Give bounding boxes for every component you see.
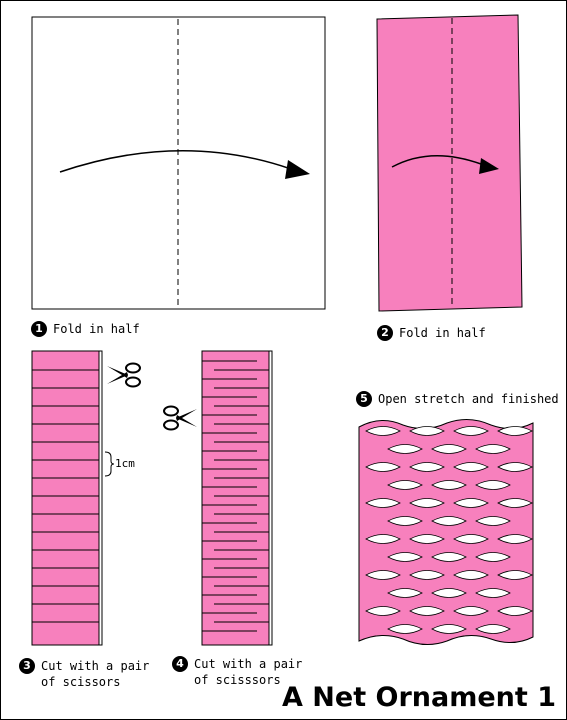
net-hole: [387, 480, 423, 490]
net-hole: [387, 516, 423, 526]
net-hole: [409, 462, 445, 472]
net-hole: [409, 498, 445, 508]
step-5-number: 5: [356, 391, 372, 407]
step-4-text: Cut with a pair of scisssors: [194, 657, 303, 687]
net-hole: [387, 624, 423, 634]
step-1-text: Fold in half: [53, 322, 140, 336]
scissors-icon: [163, 405, 198, 431]
scissors-icon: [106, 362, 141, 388]
step-3-text: Cut with a pair of scissors: [41, 659, 150, 689]
net-hole: [475, 516, 511, 526]
net-hole: [475, 588, 511, 598]
step-2-text: Fold in half: [399, 326, 486, 340]
net-hole: [431, 624, 467, 634]
net-hole: [365, 570, 401, 580]
net-hole: [453, 498, 489, 508]
net-hole: [365, 462, 401, 472]
net-hole: [497, 534, 533, 544]
net-hole: [431, 588, 467, 598]
net-hole: [453, 426, 489, 436]
page-title: A Net Ornament 1: [282, 682, 556, 713]
net-hole: [475, 552, 511, 562]
step-2-number: 2: [377, 325, 393, 341]
net-hole: [475, 624, 511, 634]
step1-paper: [31, 16, 326, 310]
net-hole: [387, 444, 423, 454]
net-hole: [453, 606, 489, 616]
net-hole: [431, 516, 467, 526]
net-hole: [497, 570, 533, 580]
net-hole: [365, 534, 401, 544]
net-hole: [387, 552, 423, 562]
step2-paper: [376, 14, 523, 312]
step-4-label: 4 Cut with a pair of scisssors: [172, 656, 302, 688]
net-hole: [409, 606, 445, 616]
net-hole: [431, 552, 467, 562]
net-hole: [431, 444, 467, 454]
net-hole: [431, 480, 467, 490]
step-1-label: 1 Fold in half: [31, 321, 140, 337]
net-hole: [475, 444, 511, 454]
net-hole: [453, 534, 489, 544]
step-2-label: 2 Fold in half: [377, 325, 486, 341]
gap-annotation: 1cm: [115, 457, 135, 470]
net-hole: [365, 606, 401, 616]
net-hole: [409, 534, 445, 544]
step-5-text: Open stretch and finished: [378, 392, 559, 406]
net-hole: [453, 462, 489, 472]
net-hole: [497, 606, 533, 616]
net-hole: [475, 480, 511, 490]
step-1-number: 1: [31, 321, 47, 337]
net-hole: [497, 462, 533, 472]
step-4-number: 4: [172, 656, 188, 672]
step-3-number: 3: [19, 658, 35, 674]
net-hole: [497, 498, 533, 508]
net-hole: [409, 570, 445, 580]
step-5-label: 5 Open stretch and finished: [356, 391, 559, 407]
net-hole: [409, 426, 445, 436]
step-3-label: 3 Cut with a pair of scissors: [19, 658, 149, 690]
net-hole: [453, 570, 489, 580]
step5-net: [358, 419, 534, 645]
fold-arrow-icon: [285, 160, 310, 179]
net-hole: [497, 426, 533, 436]
step4-strip: [163, 350, 273, 646]
net-hole: [365, 426, 401, 436]
net-hole: [365, 498, 401, 508]
net-hole: [387, 588, 423, 598]
step3-strip: [31, 350, 141, 646]
fold-arrow-icon: [479, 158, 499, 174]
